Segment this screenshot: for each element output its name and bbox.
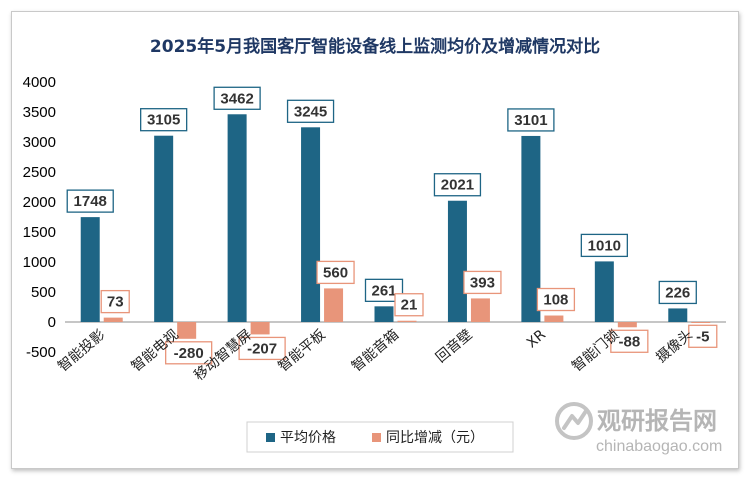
chart-frame: 2025年5月我国客厅智能设备线上监测均价及增减情况对比 -500 0 500 100…: [11, 11, 739, 469]
data-labels: 1748 73 3105 -280 3462 -207 3245 560 261 21 2021 39…: [66, 86, 718, 365]
bar-average-price: [227, 114, 247, 322]
data-label: 261: [371, 282, 396, 299]
bar-yoy-change: [470, 298, 490, 322]
bar-average-price: [301, 127, 321, 322]
bar-average-price: [154, 135, 174, 322]
legend: 平均价格 同比增减（元）: [246, 421, 514, 453]
data-label-box: [580, 233, 628, 258]
x-category-label: XR: [524, 327, 549, 352]
data-label: 3105: [147, 112, 180, 129]
legend-swatch-average-price: [266, 433, 275, 442]
data-label: -280: [174, 345, 204, 362]
data-label: 3462: [220, 90, 253, 107]
bar-yoy-change: [617, 322, 637, 328]
data-label-box: [316, 260, 355, 285]
data-label-box: [394, 293, 424, 317]
y-tick-label: 0: [48, 314, 56, 331]
bar-average-price: [668, 308, 688, 322]
watermark-logo-text: 观研报告网: [597, 407, 717, 435]
data-label-box: [688, 324, 718, 348]
legend-swatch-yoy-change: [372, 433, 381, 442]
data-label: 73: [107, 294, 124, 311]
data-label: 226: [665, 284, 690, 301]
data-label-box: [364, 278, 404, 302]
watermark: 观研报告网 chinabaogao.com: [555, 402, 722, 455]
bars: [80, 114, 711, 339]
data-label: 393: [470, 274, 495, 291]
data-label: 2021: [441, 177, 474, 194]
data-label-box: [658, 280, 697, 305]
bar-yoy-change: [324, 288, 344, 322]
data-label-box: [286, 99, 335, 123]
bar-yoy-change: [250, 322, 270, 335]
bar-yoy-change: [691, 322, 711, 323]
data-label-box: [463, 270, 502, 295]
watermark-logo-icon: [555, 402, 593, 440]
data-label: 560: [323, 264, 348, 281]
bar-yoy-change: [103, 317, 123, 322]
data-label-box: [66, 189, 114, 213]
data-label-box: [536, 287, 576, 312]
data-label: -5: [696, 328, 709, 345]
data-label: 3101: [514, 112, 547, 129]
data-label-box: [507, 108, 555, 132]
x-category-label: 回音壁: [432, 326, 475, 366]
bar-average-price: [374, 306, 394, 322]
x-category-label: 智能投影: [55, 327, 108, 375]
data-label: 3245: [294, 103, 327, 120]
data-label: -207: [247, 340, 277, 357]
data-label: 108: [543, 292, 568, 309]
data-label-box: [213, 86, 261, 110]
data-label-box: [238, 336, 286, 361]
x-axis-categories: 智能投影 智能电视 移动智慧屏 智能平板 智能音箱 回音壁 XR 智能门锁 摄像头: [55, 326, 696, 384]
y-tick-label: 500: [31, 284, 56, 301]
legend-label-average-price: 平均价格: [280, 430, 336, 446]
y-tick-label: 2500: [23, 164, 56, 181]
y-tick-label: 2000: [23, 194, 56, 211]
bar-average-price: [447, 200, 467, 322]
data-label: 1748: [74, 193, 107, 210]
legend-label-yoy-change: 同比增减（元）: [386, 430, 484, 446]
chart-title: 2025年5月我国客厅智能设备线上监测均价及增减情况对比: [150, 36, 600, 57]
data-label-box: [433, 173, 482, 197]
y-tick-label: 3000: [23, 134, 56, 151]
data-label: -88: [618, 333, 640, 350]
data-label-box: [140, 108, 188, 132]
y-tick-label: 4000: [23, 74, 56, 91]
data-label: 1010: [588, 237, 621, 254]
bar-yoy-change: [397, 320, 417, 322]
bar-average-price: [594, 261, 614, 322]
y-axis: -500 0 500 1000 1500 2000 2500 3000 3500 4000: [23, 74, 726, 361]
data-label-box: [100, 289, 130, 314]
watermark-url-text: chinabaogao.com: [596, 438, 722, 455]
data-label: 21: [401, 297, 418, 314]
bar-yoy-change: [544, 315, 564, 322]
x-category-label: 智能音箱: [348, 326, 402, 375]
bar-average-price: [521, 135, 541, 322]
bar-average-price: [80, 217, 100, 322]
data-label-box: [165, 341, 213, 365]
bar-yoy-change: [177, 322, 197, 339]
bar-chart: 2025年5月我国客厅智能设备线上监测均价及增减情况对比 -500 0 500 100…: [23, 36, 726, 455]
y-tick-label: 1000: [23, 254, 56, 271]
y-tick-label: 3500: [23, 104, 56, 121]
y-tick-label: -500: [26, 344, 56, 361]
data-label-box: [610, 329, 649, 353]
y-tick-label: 1500: [23, 224, 56, 241]
